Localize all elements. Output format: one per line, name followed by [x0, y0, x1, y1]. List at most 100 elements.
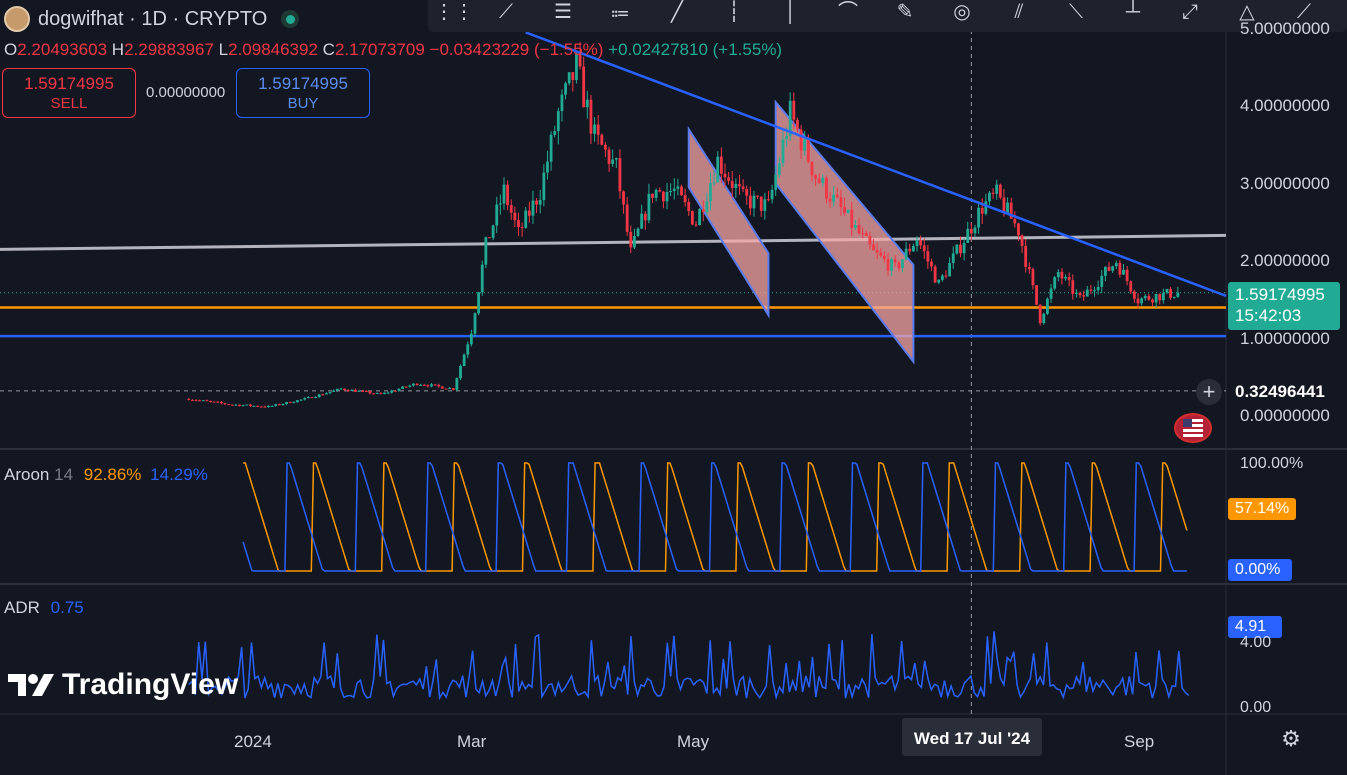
candle-body [433, 384, 437, 386]
market-status-icon[interactable] [281, 10, 300, 28]
candle-body [303, 398, 307, 400]
candle-body [219, 401, 223, 404]
candle-body [567, 72, 571, 84]
add-crosshair-icon[interactable]: + [1196, 379, 1222, 405]
candle-body [582, 66, 586, 108]
bar-pattern-icon[interactable]: ┆ [727, 1, 741, 23]
candle-body [777, 163, 781, 175]
line-tool-icon[interactable]: ⟍ [1069, 1, 1083, 23]
candle-body [832, 194, 836, 202]
candle-body [984, 201, 988, 214]
candle-body [676, 186, 680, 189]
candle-body [1103, 266, 1107, 276]
candle-body [1009, 202, 1013, 219]
candle-body [770, 189, 774, 200]
candle-body [919, 240, 923, 246]
candle-body [252, 405, 256, 407]
candle-body [230, 404, 234, 406]
countdown-value: 15:42:03 [1235, 306, 1302, 325]
candle-body [1151, 299, 1154, 303]
candle-body [491, 225, 495, 238]
circle-icon[interactable]: ◎ [953, 1, 971, 23]
descending-trendline [525, 31, 1227, 298]
candle-body [712, 182, 716, 184]
price-tick-label: 1.00000000 [1240, 328, 1330, 348]
candle-body [419, 384, 423, 386]
candle-body [209, 400, 212, 402]
candle-body [864, 233, 868, 236]
change-value-2: +0.02427810 (+1.55%) [608, 40, 783, 59]
candle-body [625, 204, 629, 232]
parallel-channel-icon[interactable]: ⫽ [1014, 1, 1024, 23]
price-line-icon[interactable]: ┴ [1125, 1, 1141, 23]
trend-line-icon[interactable]: ╱ [670, 1, 684, 23]
candle-body [1161, 292, 1165, 301]
candle-body [404, 386, 408, 388]
candle-body [1129, 281, 1133, 292]
candle-body [868, 235, 872, 245]
aroon-up-value: 92.86% [83, 465, 142, 484]
candle-body [506, 184, 510, 206]
x-tick-may: May [677, 732, 710, 751]
crosshair-date-label: Wed 17 Jul '24 [902, 718, 1042, 756]
open-label: O [4, 40, 18, 59]
candle-body [191, 400, 194, 402]
candle-body [1093, 290, 1096, 292]
candle-body [796, 119, 799, 130]
symbol-title: dogwifhat · 1D · CRYPTO [38, 7, 268, 30]
candle-body [694, 224, 698, 226]
aroon-up-badge: 57.14% [1228, 498, 1297, 520]
candle-body [285, 402, 289, 404]
candle-body [498, 203, 502, 205]
candle-body [509, 205, 513, 213]
parallel-lines-icon[interactable]: ☰ [554, 1, 572, 23]
candle-body [730, 181, 734, 189]
drag-handle-icon[interactable]: ⋮⋮ [434, 1, 474, 23]
candle-body [198, 400, 202, 402]
candle-body [799, 129, 803, 151]
x-tick-2024: 2024 [234, 732, 272, 751]
candle-body [1013, 218, 1017, 224]
settings-gear-icon[interactable]: ⚙ [1281, 726, 1301, 751]
candle-body [618, 158, 622, 192]
candle-body [495, 204, 499, 226]
candle-body [328, 391, 332, 394]
aroon-tick-100: 100.00% [1240, 455, 1304, 472]
pitchfork-icon[interactable]: ⟋ [499, 1, 513, 23]
candle-body [1053, 277, 1057, 289]
ray-icon[interactable]: ⤢ [1182, 1, 1198, 23]
path-icon[interactable]: ⌒ [838, 1, 858, 23]
vertical-line-icon[interactable]: │ [784, 1, 798, 23]
candle-body [1140, 298, 1144, 304]
candle-body [969, 228, 973, 234]
us-flag-icon[interactable] [1173, 413, 1213, 443]
sell-button[interactable]: 1.59174995 SELL [2, 68, 136, 118]
brush-icon[interactable]: ✎ [896, 1, 914, 23]
candle-body [1024, 245, 1028, 268]
symbol-header[interactable]: dogwifhat · 1D · CRYPTO [4, 6, 300, 32]
candle-body [828, 198, 832, 202]
ray2-icon[interactable]: ⟋ [1297, 1, 1311, 23]
candle-body [1169, 289, 1173, 298]
candle-body [759, 196, 763, 211]
candle-body [701, 209, 705, 213]
tradingview-logo[interactable]: TradingView [8, 668, 238, 702]
candle-body [607, 149, 611, 164]
candle-body [343, 388, 346, 391]
candle-body [357, 390, 361, 392]
candle-body [763, 199, 767, 211]
candle-body [462, 354, 466, 367]
candle-body [806, 139, 810, 162]
candle-body [661, 191, 665, 202]
triangle-icon[interactable]: △ [1239, 1, 1255, 23]
candle-body [882, 255, 886, 260]
candle-body [1042, 313, 1046, 324]
candle-body [875, 250, 879, 253]
candle-body [922, 245, 926, 252]
fib-lines-icon[interactable]: ⩴ [611, 1, 629, 23]
candle-body [857, 224, 861, 234]
buy-button[interactable]: 1.59174995 BUY [236, 68, 370, 118]
candle-body [578, 53, 582, 67]
candle-body [589, 99, 593, 134]
